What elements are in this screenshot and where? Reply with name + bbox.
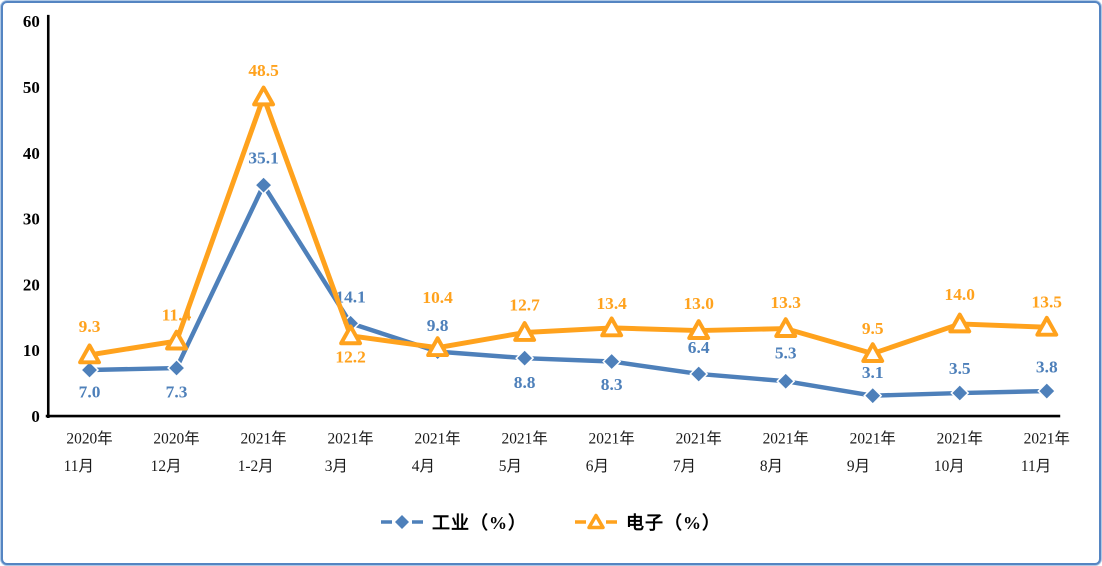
svg-text:2021年: 2021年 (589, 429, 635, 447)
svg-text:11月: 11月 (1021, 458, 1051, 475)
svg-text:0: 0 (31, 407, 39, 426)
diamond-marker-icon (381, 515, 423, 529)
svg-text:5.3: 5.3 (775, 343, 797, 362)
svg-text:10: 10 (23, 341, 40, 360)
svg-text:11月: 11月 (64, 458, 94, 475)
legend-diamond-shape (395, 515, 409, 529)
svg-text:2021年: 2021年 (415, 429, 461, 447)
svg-text:3月: 3月 (325, 458, 348, 475)
svg-text:7.3: 7.3 (166, 383, 188, 402)
legend-item-industry: 工业（%） (381, 509, 527, 535)
svg-text:2021年: 2021年 (763, 429, 809, 447)
svg-text:2021年: 2021年 (327, 429, 373, 447)
svg-text:2021年: 2021年 (676, 429, 722, 447)
legend-triangle-shape (587, 513, 605, 530)
svg-text:2020年: 2020年 (153, 429, 199, 447)
svg-text:1-2月: 1-2月 (238, 458, 274, 475)
legend-item-electronics: 电子（%） (575, 509, 721, 535)
svg-text:60: 60 (23, 12, 40, 31)
chart-svg: 0 10 20 30 40 50 60 2020年 11月 2020年 12月 2021年 1-2月 20… (23, 12, 1070, 475)
svg-text:48.5: 48.5 (248, 61, 279, 80)
svg-text:3.5: 3.5 (949, 359, 971, 378)
svg-text:8.3: 8.3 (601, 375, 623, 394)
svg-text:9.5: 9.5 (862, 319, 884, 338)
svg-text:2021年: 2021年 (240, 429, 286, 447)
svg-text:11.4: 11.4 (162, 305, 192, 324)
svg-text:40: 40 (23, 144, 40, 163)
svg-text:13.5: 13.5 (1032, 293, 1063, 312)
svg-text:3.1: 3.1 (862, 363, 884, 382)
svg-text:7月: 7月 (673, 458, 696, 475)
svg-text:13.0: 13.0 (683, 294, 714, 313)
svg-text:2020年: 2020年 (66, 429, 112, 447)
chart-legend: 工业（%） 电子（%） (3, 509, 1099, 535)
svg-text:2021年: 2021年 (1024, 429, 1070, 447)
svg-text:9.3: 9.3 (79, 317, 101, 336)
svg-text:6月: 6月 (586, 458, 609, 475)
svg-text:8.8: 8.8 (514, 373, 536, 392)
svg-text:50: 50 (23, 78, 40, 97)
svg-text:5月: 5月 (499, 458, 522, 475)
svg-text:2021年: 2021年 (502, 429, 548, 447)
svg-text:9月: 9月 (847, 458, 870, 475)
svg-text:13.3: 13.3 (770, 293, 801, 312)
legend-label-electronics: 电子（%） (626, 513, 721, 533)
svg-text:20: 20 (23, 275, 40, 294)
svg-text:14.0: 14.0 (945, 285, 976, 304)
svg-text:6.4: 6.4 (688, 338, 710, 357)
svg-text:8月: 8月 (760, 458, 783, 475)
svg-text:9.8: 9.8 (427, 316, 449, 335)
svg-text:2021年: 2021年 (850, 429, 896, 447)
legend-label-industry: 工业（%） (432, 513, 527, 533)
svg-text:4月: 4月 (412, 458, 435, 475)
svg-text:35.1: 35.1 (248, 148, 278, 167)
svg-text:12.7: 12.7 (509, 296, 540, 315)
svg-text:10月: 10月 (934, 458, 965, 475)
svg-text:2021年: 2021年 (937, 429, 983, 447)
svg-text:12月: 12月 (151, 458, 182, 475)
svg-text:13.4: 13.4 (596, 294, 627, 313)
svg-text:14.1: 14.1 (335, 288, 365, 307)
triangle-marker-icon (575, 513, 617, 530)
svg-text:3.8: 3.8 (1036, 357, 1058, 376)
svg-text:12.2: 12.2 (335, 348, 365, 367)
svg-text:7.0: 7.0 (79, 383, 101, 402)
svg-text:10.4: 10.4 (422, 288, 453, 307)
svg-text:30: 30 (23, 210, 40, 229)
